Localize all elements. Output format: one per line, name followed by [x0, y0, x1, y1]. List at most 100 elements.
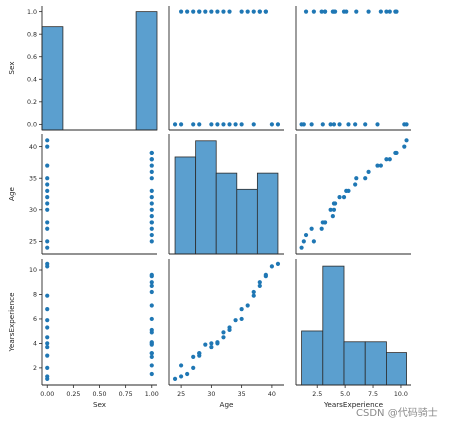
scatter-point [185, 9, 190, 14]
scatter-point [221, 122, 226, 127]
scatter-point [179, 363, 184, 368]
scatter-point [45, 201, 50, 206]
scatter-point [311, 239, 316, 244]
y-tick-label: 4 [33, 341, 37, 348]
scatter-point [191, 122, 196, 127]
histogram-bar [386, 352, 407, 386]
x-axis-label: Age [220, 400, 234, 409]
y-tick-label: 0.4 [27, 76, 37, 83]
scatter-point [322, 9, 328, 14]
scatter-point [275, 122, 281, 127]
scatter-point [45, 261, 50, 266]
scatter-point [239, 316, 244, 322]
scatter-point [402, 144, 407, 149]
scatter-point [332, 201, 338, 206]
y-tick-label: 0.2 [27, 99, 37, 106]
scatter-point [346, 122, 351, 127]
x-tick-label: 10.0 [394, 391, 408, 398]
scatter-point [387, 9, 392, 14]
scatter-point [257, 283, 262, 289]
scatter-point [354, 9, 359, 14]
scatter-point [221, 9, 226, 14]
scatter-point [233, 318, 238, 323]
scatter-point [328, 207, 333, 212]
scatter-point [331, 207, 337, 212]
scatter-point [363, 122, 368, 127]
scatter-point [387, 157, 392, 162]
scatter-point [149, 363, 154, 368]
scatter-point [45, 188, 50, 193]
scatter-point [251, 293, 256, 298]
y-tick-label: 40 [29, 144, 37, 151]
x-tick-label: 2.5 [312, 391, 322, 398]
scatter-point [332, 9, 338, 14]
scatter-point [337, 195, 342, 200]
histogram-bar [236, 188, 258, 255]
scatter-point [378, 163, 383, 168]
scatter-point [239, 122, 244, 127]
scatter-point [215, 122, 220, 127]
histogram-bar [364, 341, 387, 386]
scatter-point [404, 122, 409, 127]
histogram-bar [256, 172, 279, 255]
scatter-point [303, 9, 309, 14]
scatter-point [149, 283, 154, 289]
scatter-point [309, 122, 314, 127]
y-axis-label: Age [7, 186, 16, 200]
scatter-point [172, 122, 178, 127]
scatter-point [384, 157, 389, 162]
scatter-point [319, 226, 324, 231]
y-tick-label: 0.6 [27, 54, 37, 61]
scatter-point [45, 293, 50, 298]
histogram-bar [301, 330, 324, 386]
y-tick-label: 8 [33, 292, 37, 299]
y-tick-label: 1.0 [27, 9, 37, 16]
scatter-point [149, 163, 154, 168]
y-tick-label: 0.0 [27, 122, 37, 129]
scatter-point [45, 335, 50, 340]
scatter-point [346, 188, 351, 193]
scatter-point [263, 9, 268, 14]
scatter-point [303, 232, 309, 238]
scatter-point [366, 169, 371, 174]
scatter-point [45, 245, 50, 250]
scatter-point [239, 307, 244, 312]
scatter-point [227, 9, 232, 14]
scatter-point [384, 9, 389, 14]
histogram-bar [215, 172, 238, 255]
x-tick-label: 7.5 [368, 391, 378, 398]
scatter-point [45, 176, 50, 181]
scatter-point [45, 365, 50, 370]
panel-sex-vs-sex [41, 6, 158, 131]
scatter-point [215, 340, 220, 345]
scatter-point [209, 344, 214, 350]
scatter-point [45, 138, 50, 143]
scatter-point [149, 169, 154, 174]
scatter-point [179, 122, 184, 127]
histogram-bar [41, 26, 64, 131]
scatter-point [149, 176, 154, 181]
scatter-point [191, 365, 196, 370]
scatter-point [203, 9, 208, 14]
scatter-point [394, 150, 399, 156]
scatter-point [301, 239, 306, 244]
scatter-point [209, 122, 214, 127]
y-axis-label: Sex [7, 61, 16, 75]
scatter-point [45, 353, 50, 358]
scatter-point [353, 122, 358, 127]
x-axis-label: Sex [93, 400, 107, 409]
panel-age-vs-sex [41, 134, 157, 255]
watermark-text: CSDN @代码骑士 [356, 408, 438, 419]
scatter-point [239, 9, 244, 14]
scatter-point [328, 122, 333, 127]
scatter-point [149, 214, 154, 219]
histogram-bar [135, 11, 158, 131]
x-axis-label: YearsExperience [323, 400, 384, 409]
x-tick-label: 0.00 [40, 391, 54, 398]
histogram-bar [195, 140, 217, 255]
scatter-point [149, 371, 154, 377]
scatter-point [149, 195, 154, 200]
scatter-point [45, 239, 50, 244]
scatter-point [45, 374, 50, 379]
